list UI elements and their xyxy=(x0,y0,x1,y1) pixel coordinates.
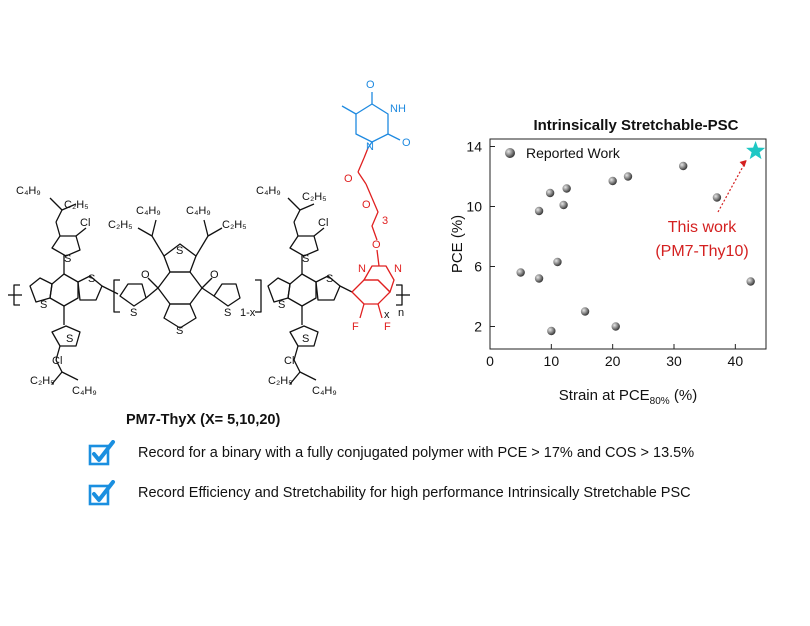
n-label: N xyxy=(358,263,366,275)
checked-box-icon xyxy=(88,440,116,466)
reported-work-point xyxy=(623,172,633,181)
x-subscript: x xyxy=(384,309,390,321)
checklist-item: Record for a binary with a fully conjuga… xyxy=(88,438,694,468)
c2h5-label: C₂H₅ xyxy=(302,191,327,203)
cl-label: Cl xyxy=(80,217,90,229)
x-axis-label: Strain at PCE80% (%) xyxy=(559,387,697,407)
x-tick-label: 20 xyxy=(605,353,621,369)
s-label: S xyxy=(40,299,47,311)
cl-label: Cl xyxy=(318,217,328,229)
reported-work-point xyxy=(608,176,617,186)
molecule-caption: PM7-ThyX (X= 5,10,20) xyxy=(126,412,280,428)
reported-work-point xyxy=(746,277,755,286)
reported-work-point xyxy=(562,184,571,193)
this-work-star xyxy=(746,141,766,160)
y-axis-label: PCE (%) xyxy=(449,215,466,273)
x-tick-label: 30 xyxy=(666,353,682,369)
c4h9-label: C₄H₉ xyxy=(136,205,161,217)
reported-work-point xyxy=(679,161,688,171)
annotation-arrow xyxy=(717,159,748,213)
chart-title: Intrinsically Stretchable-PSC xyxy=(533,117,738,134)
s-label: S xyxy=(224,307,231,319)
annotation-line-2: (PM7-Thy10) xyxy=(655,243,748,260)
n-subscript: n xyxy=(398,307,404,319)
c2h5-label: C₂H₅ xyxy=(268,375,293,387)
x-tick-label: 40 xyxy=(728,353,744,369)
reported-work-point xyxy=(611,322,620,331)
o-label: O xyxy=(210,269,219,281)
reported-work-point xyxy=(534,206,544,216)
s-label: S xyxy=(176,245,183,257)
f-label: F xyxy=(352,321,359,333)
checklist-item: Record Efficiency and Stretchability for… xyxy=(88,478,691,508)
reported-work-point xyxy=(547,326,556,336)
reported-work-point xyxy=(559,200,568,210)
o-label: O xyxy=(402,137,411,149)
c2h5-label: C₂H₅ xyxy=(64,199,89,211)
f-label: F xyxy=(384,321,391,333)
c2h5-label: C₂H₅ xyxy=(108,219,133,231)
o-label: O xyxy=(344,173,353,185)
plot-frame xyxy=(489,138,767,350)
s-label: S xyxy=(88,273,95,285)
y-tick-label: 10 xyxy=(466,199,482,215)
reported-work-point xyxy=(580,307,590,316)
x-axis-label-tail: (%) xyxy=(670,387,698,404)
nh-label: NH xyxy=(390,103,406,115)
s-label: S xyxy=(302,253,309,265)
c4h9-label: C₄H₉ xyxy=(186,205,211,217)
reported-work-point xyxy=(534,274,544,283)
reported-work-point xyxy=(545,188,555,198)
checklist-item-text: Record Efficiency and Stretchability for… xyxy=(138,485,691,501)
s-label: S xyxy=(278,299,285,311)
x-tick-label: 10 xyxy=(544,353,560,369)
c2h5-label: C₂H₅ xyxy=(30,375,55,387)
legend-label: Reported Work xyxy=(526,145,621,161)
reported-work-point xyxy=(516,268,525,277)
x-axis-label-subscript: 80% xyxy=(650,396,670,407)
cl-label: Cl xyxy=(284,355,294,367)
s-label: S xyxy=(64,253,71,265)
reported-work-point xyxy=(553,257,562,267)
c4h9-label: C₄H₉ xyxy=(16,185,41,197)
o-label: O xyxy=(141,269,150,281)
checklist-item-text: Record for a binary with a fully conjuga… xyxy=(138,445,695,461)
c4h9-label: C₄H₉ xyxy=(72,385,97,397)
s-label: S xyxy=(302,333,309,345)
annotation-arrowhead xyxy=(739,160,747,167)
o-label: O xyxy=(366,79,375,91)
legend-marker xyxy=(505,148,515,158)
cl-label: Cl xyxy=(52,355,62,367)
s-label: S xyxy=(130,307,137,319)
s-label: S xyxy=(66,333,73,345)
x-axis-label-main: Strain at PCE xyxy=(559,387,650,404)
n-label: N xyxy=(366,141,374,153)
one-minus-x-label: 1-x xyxy=(240,307,256,319)
y-tick-label: 2 xyxy=(474,319,482,335)
c2h5-label: C₂H₅ xyxy=(222,219,247,231)
polymer-structure: C₄H₉ C₂H₅ Cl C₂H₅ C₄H₉ C₂H₅ C₂H₅ C₄H₉ C₂… xyxy=(8,79,411,428)
y-tick-label: 6 xyxy=(474,259,482,275)
s-label: S xyxy=(326,273,333,285)
x-tick-label: 0 xyxy=(486,353,494,369)
c4h9-label: C₄H₉ xyxy=(256,185,281,197)
annotation-line-1: This work xyxy=(668,219,737,236)
three-subscript: 3 xyxy=(382,215,388,227)
y-tick-label: 14 xyxy=(466,139,482,155)
c4h9-label: C₄H₉ xyxy=(312,385,337,397)
n-label: N xyxy=(394,263,402,275)
reported-work-point xyxy=(712,193,722,202)
checked-box-icon xyxy=(88,480,116,506)
o-label: O xyxy=(362,199,371,211)
s-label: S xyxy=(176,325,183,337)
o-label: O xyxy=(372,239,381,251)
